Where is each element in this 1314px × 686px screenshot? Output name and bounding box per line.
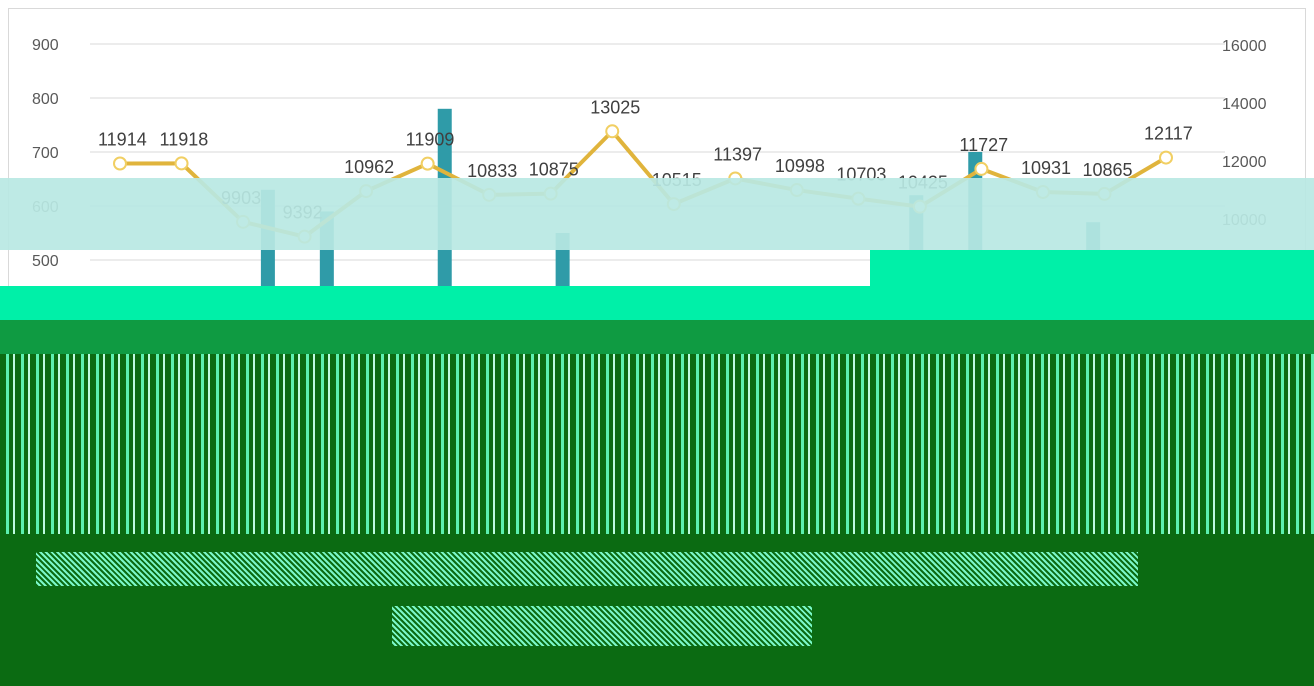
series-point — [174, 156, 189, 171]
bar — [1204, 368, 1219, 686]
bar — [1027, 357, 1042, 686]
data-label: 10931 — [1021, 158, 1071, 178]
bar — [437, 108, 452, 686]
y2-axis-tick-label: 12000 — [1222, 154, 1267, 171]
data-label: 10703 — [836, 165, 886, 185]
bar — [378, 335, 393, 686]
bar — [909, 195, 924, 686]
bar — [673, 368, 688, 686]
data-label: 11918 — [160, 129, 209, 149]
data-label: 11914 — [98, 129, 147, 149]
y-axis-tick-label: 600 — [32, 199, 59, 216]
y-axis-tick-label: 500 — [32, 253, 59, 270]
series-point — [1159, 150, 1173, 165]
bar — [968, 152, 983, 686]
series-point — [666, 197, 681, 212]
data-label: 10833 — [467, 161, 517, 181]
bar — [319, 211, 334, 686]
bar — [1145, 368, 1160, 686]
y-axis-tick-label: 900 — [32, 37, 59, 54]
data-label: 9392 — [283, 203, 323, 223]
data-label: 12117 — [1144, 124, 1193, 144]
data-label: 10425 — [898, 173, 948, 193]
series-point — [728, 171, 743, 186]
bar — [791, 368, 806, 686]
bar — [201, 324, 216, 686]
series-point — [912, 199, 927, 214]
data-label: 10515 — [652, 170, 702, 190]
series-point — [297, 229, 312, 244]
series-point — [974, 161, 989, 176]
bar — [732, 368, 747, 686]
bar — [143, 330, 157, 686]
data-label: 10875 — [529, 160, 579, 180]
data-label: 11727 — [959, 135, 1008, 155]
bar — [260, 189, 275, 686]
bar — [614, 368, 629, 686]
series-point — [851, 191, 866, 206]
series-point — [789, 183, 804, 198]
y-axis-tick-label: 400 — [32, 307, 59, 324]
bar — [555, 233, 570, 686]
bar — [1263, 297, 1277, 686]
data-label: 11397 — [713, 144, 762, 164]
y2-axis-tick-label: 16000 — [1222, 38, 1267, 55]
data-label: 10998 — [775, 156, 825, 176]
data-label: 11909 — [406, 130, 455, 150]
y2-axis-tick-label: 10000 — [1222, 212, 1267, 229]
series-point — [359, 184, 374, 199]
bar — [1086, 222, 1101, 686]
series-point — [482, 187, 497, 202]
bar — [496, 287, 511, 686]
series-point — [236, 214, 251, 229]
data-label: 10865 — [1082, 160, 1132, 180]
data-label: 13025 — [590, 97, 640, 117]
series-point — [543, 186, 558, 201]
series-point — [1035, 185, 1050, 200]
data-label: 10962 — [344, 157, 394, 177]
series-line — [119, 129, 1168, 239]
y2-axis-tick-label: 8000 — [1250, 270, 1286, 287]
series-point — [113, 156, 127, 171]
series-point — [605, 124, 620, 139]
bar — [850, 368, 865, 686]
series-point — [420, 156, 435, 171]
y2-axis-tick-label: 14000 — [1222, 96, 1267, 113]
y-axis-tick-label: 700 — [32, 145, 59, 162]
y-axis-tick-label: 800 — [32, 91, 59, 108]
series-point — [1097, 186, 1112, 201]
data-label: 9903 — [221, 188, 261, 208]
